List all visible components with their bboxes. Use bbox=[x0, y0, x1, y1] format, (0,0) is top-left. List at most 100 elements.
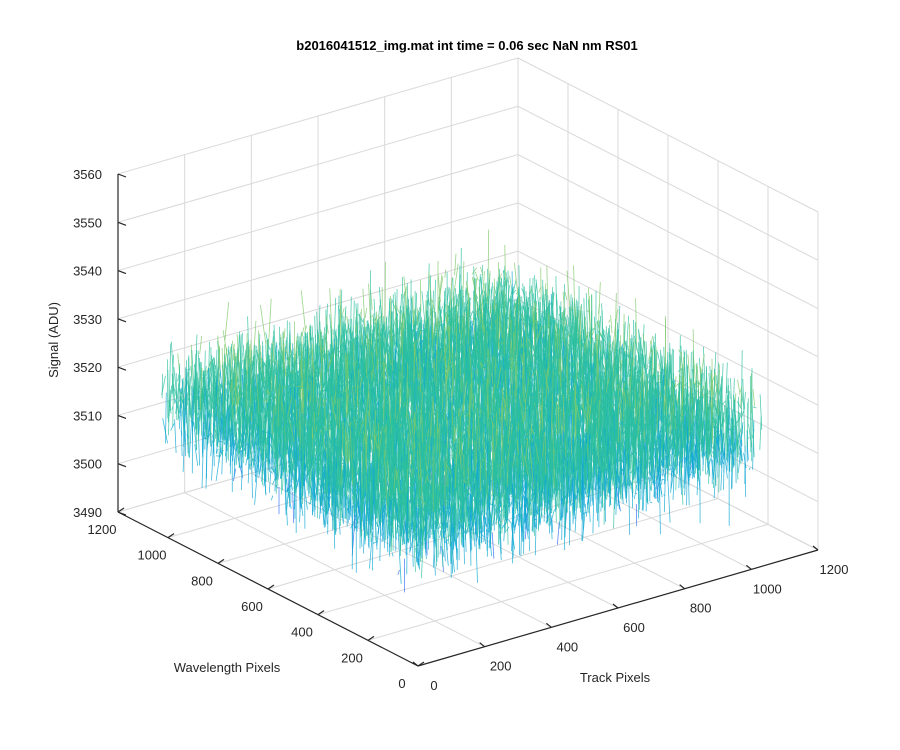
surface-strand bbox=[570, 306, 573, 312]
surface-strand bbox=[548, 314, 550, 345]
surface-strand bbox=[645, 341, 648, 369]
surface-strand bbox=[738, 412, 740, 455]
surface-strand bbox=[742, 378, 746, 452]
surface-strand bbox=[670, 402, 672, 415]
surface-strand bbox=[690, 380, 694, 407]
surface-strand bbox=[562, 357, 566, 392]
surface-strand bbox=[714, 371, 717, 387]
surface-strand bbox=[521, 296, 524, 332]
surface-strand bbox=[496, 303, 500, 349]
surface-strand bbox=[627, 353, 629, 359]
surface-strand bbox=[473, 277, 480, 317]
surface-strand bbox=[749, 375, 752, 453]
surface-strand bbox=[592, 322, 597, 336]
surface-strand bbox=[450, 356, 453, 361]
surface-strand bbox=[684, 382, 688, 387]
surface-strand bbox=[700, 433, 703, 458]
surface-strand bbox=[640, 378, 644, 408]
surface-strand bbox=[444, 269, 447, 278]
surface-strand bbox=[723, 412, 725, 423]
surface-strand bbox=[507, 270, 510, 307]
surface-strand bbox=[687, 394, 690, 400]
surface-strand bbox=[703, 387, 707, 451]
surface-strand bbox=[455, 303, 458, 358]
surface-strand bbox=[520, 314, 523, 348]
surface-strand bbox=[478, 304, 484, 323]
surface-strand bbox=[612, 452, 614, 455]
chart-title: b2016041512_img.mat int time = 0.06 sec … bbox=[296, 38, 637, 53]
surface-strand bbox=[731, 410, 734, 431]
surface-layer bbox=[161, 229, 763, 593]
surface-strand bbox=[522, 306, 524, 310]
surface-strand bbox=[498, 313, 501, 339]
surface-strand bbox=[737, 379, 741, 393]
surface-strand bbox=[732, 438, 736, 469]
surface-strand bbox=[471, 276, 475, 285]
surface-strand bbox=[537, 325, 542, 339]
surface-strand bbox=[652, 394, 657, 460]
surface-strand bbox=[454, 253, 457, 276]
surface-strand bbox=[455, 274, 461, 349]
surface-strand bbox=[748, 467, 751, 470]
surface-strand bbox=[673, 416, 675, 476]
surface-strand bbox=[752, 406, 757, 409]
surface-strand bbox=[674, 382, 680, 388]
surface-strand bbox=[564, 292, 568, 301]
surface-strand bbox=[534, 319, 537, 323]
surface-strand bbox=[687, 354, 691, 389]
surface-strand bbox=[612, 354, 615, 394]
surface-strand bbox=[488, 313, 490, 316]
surface-strand bbox=[664, 377, 668, 437]
surface-strand bbox=[532, 320, 539, 328]
surface-strand bbox=[702, 420, 704, 453]
surface-strand bbox=[661, 479, 663, 485]
surface-strand bbox=[664, 409, 667, 438]
surface-strand bbox=[738, 386, 743, 395]
surface-strand bbox=[598, 281, 601, 328]
surface-strand bbox=[692, 451, 695, 475]
surface-strand bbox=[526, 299, 530, 309]
surface-strand bbox=[751, 392, 755, 458]
surface-strand bbox=[662, 385, 666, 471]
surface-strand bbox=[611, 309, 618, 353]
surface-strand bbox=[679, 406, 684, 418]
surface-strand bbox=[738, 422, 744, 473]
surface-strand bbox=[585, 444, 587, 489]
surface-strand bbox=[718, 387, 722, 493]
surface-strand bbox=[645, 405, 647, 434]
surface-strand bbox=[620, 382, 626, 405]
surface-strand bbox=[741, 411, 744, 419]
surface-strand bbox=[437, 275, 441, 303]
surface-strand bbox=[672, 468, 675, 500]
surface-strand bbox=[711, 358, 713, 445]
surface-strand bbox=[669, 453, 671, 462]
surface-strand bbox=[667, 405, 671, 476]
surface-strand bbox=[702, 385, 705, 390]
surface-strand bbox=[514, 262, 519, 302]
surface-strand bbox=[537, 349, 541, 362]
surface-strand bbox=[466, 280, 469, 295]
surface-strand bbox=[737, 401, 742, 409]
surface-strand bbox=[721, 418, 724, 423]
surface-strand bbox=[481, 271, 485, 317]
surface-strand bbox=[667, 390, 670, 418]
surface-strand bbox=[610, 315, 613, 334]
surface-strand bbox=[670, 458, 676, 493]
surface-strand bbox=[734, 399, 739, 480]
surface-strand bbox=[579, 305, 582, 347]
grid-line bbox=[367, 523, 769, 641]
surface-strand bbox=[634, 335, 639, 354]
surface-strand bbox=[667, 438, 673, 457]
surface-strand bbox=[712, 418, 716, 458]
surface-strand bbox=[734, 427, 742, 451]
surface-strand bbox=[592, 366, 595, 377]
surface-strand bbox=[487, 319, 491, 369]
surface-strand bbox=[566, 333, 571, 339]
surface-strand bbox=[714, 419, 717, 440]
surface-strand bbox=[588, 287, 592, 345]
surface-strand bbox=[580, 376, 583, 385]
surface-strand bbox=[727, 428, 729, 450]
surface-strand bbox=[647, 360, 651, 379]
surface-strand bbox=[539, 335, 543, 351]
